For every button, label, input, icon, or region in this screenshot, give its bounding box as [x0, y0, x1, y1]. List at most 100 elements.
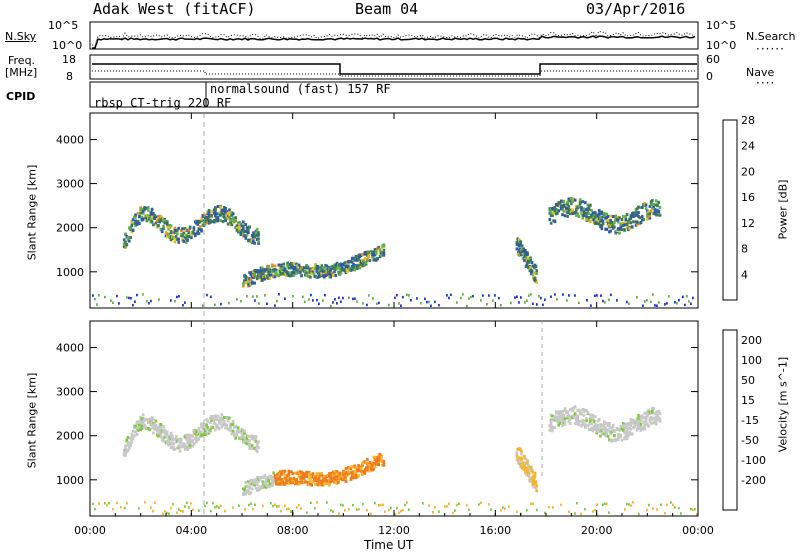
echo-cell: [163, 221, 167, 225]
echo-cell: [349, 478, 353, 481]
ground-cell: [266, 302, 268, 305]
echo-cell: [520, 452, 523, 456]
echo-cell: [124, 453, 127, 457]
echo-cell: [162, 425, 165, 429]
echo-cell: [242, 440, 245, 444]
echo-cell: [191, 444, 194, 448]
echo-cell: [616, 433, 620, 436]
echo-cell: [244, 492, 248, 496]
ground-cell: [454, 509, 456, 512]
ground-cell: [254, 503, 256, 506]
echo-cell: [190, 233, 193, 237]
ground-cell: [576, 501, 578, 505]
echo-cell: [169, 432, 173, 436]
echo-cell: [226, 419, 230, 423]
echo-cell: [140, 422, 144, 426]
echo-cell: [204, 213, 207, 217]
ground-cell: [158, 298, 160, 301]
echo-cell: [523, 259, 526, 262]
echo-cell: [267, 272, 270, 276]
nave-label: Nave: [746, 66, 775, 79]
echo-cell: [255, 449, 259, 453]
ground-cell: [416, 297, 418, 300]
echo-cell: [205, 423, 208, 427]
echo-cell: [575, 211, 578, 215]
echo-cell: [622, 422, 625, 426]
echo-cell: [649, 202, 653, 206]
echo-cell: [210, 418, 213, 422]
ground-cell: [400, 304, 402, 307]
echo-cell: [525, 263, 529, 267]
echo-cell: [576, 415, 579, 419]
ground-cell: [626, 300, 628, 304]
echo-cell: [377, 463, 381, 467]
echo-cell: [378, 455, 382, 459]
echo-cell: [130, 220, 134, 224]
echo-cell: [240, 228, 244, 232]
echo-cell: [597, 417, 601, 421]
echo-cell: [343, 263, 346, 267]
ground-cell: [228, 301, 230, 305]
echo-cell: [299, 268, 302, 272]
velocity-colorbar-label: Velocity [m s^-1]: [776, 356, 790, 453]
echo-cell: [249, 491, 253, 495]
ground-cell: [526, 508, 528, 512]
echo-cell: [309, 275, 312, 279]
ground-cell: [318, 302, 320, 306]
ground-cell: [670, 501, 672, 504]
echo-cell: [359, 466, 363, 470]
echo-cell: [605, 227, 609, 231]
echo-cell: [565, 206, 568, 210]
echo-cell: [295, 477, 298, 481]
echo-cell: [611, 438, 615, 442]
echo-cell: [535, 271, 538, 275]
echo-cell: [169, 224, 173, 228]
echo-cell: [635, 220, 639, 224]
ground-cell: [278, 293, 280, 296]
echo-cell: [193, 234, 197, 238]
echo-cell: [329, 471, 332, 475]
echo-cell: [526, 461, 529, 464]
echo-cell: [292, 271, 296, 275]
echo-cell: [570, 210, 573, 214]
echo-cell: [157, 216, 160, 220]
ground-cell: [600, 294, 602, 297]
ground-cell: [604, 301, 606, 304]
echo-cell: [517, 253, 521, 257]
echo-cell: [220, 413, 224, 417]
echo-cell: [349, 467, 353, 471]
echo-cell: [134, 213, 137, 217]
ground-cell: [656, 304, 658, 307]
echo-cell: [518, 456, 522, 460]
echo-cell: [651, 199, 654, 203]
echo-cell: [581, 200, 585, 204]
echo-cell: [286, 272, 289, 276]
ground-cell: [280, 509, 282, 513]
echo-cell: [352, 256, 355, 260]
echo-cell: [324, 272, 327, 276]
echo-cell: [562, 200, 566, 204]
echo-cell: [141, 211, 145, 215]
station-title: Adak West (fitACF): [93, 0, 256, 18]
echo-cell: [331, 474, 335, 478]
echo-cell: [231, 216, 235, 220]
echo-cell: [157, 224, 160, 228]
echo-cell: [200, 217, 203, 221]
echo-cell: [283, 268, 287, 272]
ground-cell: [594, 509, 596, 512]
ground-cell: [212, 501, 214, 505]
echo-cell: [523, 464, 526, 468]
echo-cell: [244, 223, 248, 226]
echo-cell: [570, 197, 573, 200]
echo-cell: [207, 211, 211, 215]
echo-cell: [533, 271, 536, 275]
echo-cell: [629, 424, 633, 427]
echo-cell: [624, 218, 628, 222]
echo-cell: [307, 472, 311, 476]
echo-cell: [524, 461, 527, 465]
echo-cell: [329, 267, 332, 271]
ground-cell: [592, 510, 594, 513]
echo-cell: [594, 219, 597, 223]
echo-cell: [150, 207, 154, 211]
echo-cell: [629, 214, 633, 218]
